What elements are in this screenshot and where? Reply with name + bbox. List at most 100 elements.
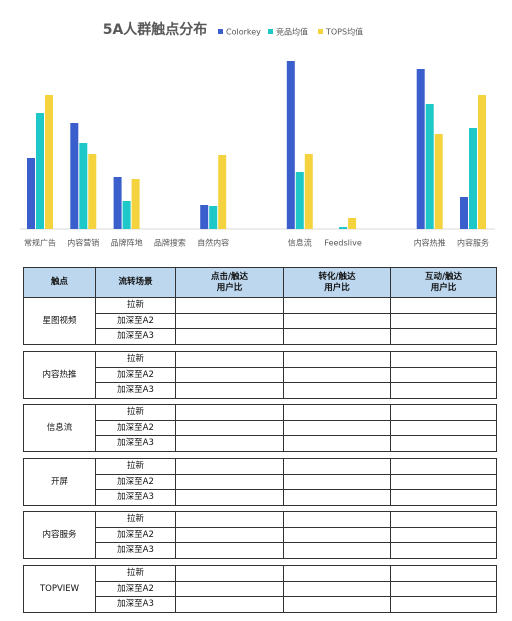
bar (45, 95, 53, 229)
data-cell (283, 328, 391, 346)
bar (304, 154, 313, 229)
group-cell: 内容热推 (23, 351, 96, 400)
scene-cell: 加深至A3 (95, 382, 176, 400)
data-cell (283, 458, 391, 475)
data-cell (390, 435, 497, 453)
bar (200, 205, 209, 229)
scene-cell: 加深至A2 (95, 366, 176, 384)
bar (79, 143, 88, 229)
data-cell (175, 542, 284, 560)
data-cell (390, 382, 497, 400)
bar (113, 177, 122, 229)
data-cell (175, 458, 284, 475)
scene-cell: 加深至A3 (95, 489, 176, 507)
data-cell (283, 565, 391, 582)
data-cell (283, 473, 391, 491)
data-cell (283, 435, 391, 453)
data-cell (390, 565, 497, 582)
data-cell (390, 596, 497, 614)
header-cell: 流转场景 (95, 267, 176, 298)
bar (286, 61, 295, 229)
group-cell: 开屏 (23, 458, 96, 507)
header-cell: 互动/触达 用户比 (390, 267, 497, 298)
bar (469, 128, 477, 229)
x-tick-label: 内容服务 (457, 238, 489, 248)
data-cell (283, 419, 391, 437)
data-cell (390, 526, 497, 544)
scene-cell: 加深至A2 (95, 419, 176, 437)
header-cell: 点击/触达 用户比 (175, 267, 284, 298)
legend-swatch (318, 29, 323, 34)
data-cell (175, 435, 284, 453)
legend-swatch (218, 29, 223, 34)
bar (425, 104, 434, 229)
data-cell (175, 419, 284, 437)
bar (434, 134, 443, 229)
bar (339, 227, 348, 229)
bar (36, 113, 44, 229)
data-cell (175, 580, 284, 598)
data-cell (390, 351, 497, 368)
scene-cell: 拉新 (95, 297, 176, 314)
data-cell (390, 419, 497, 437)
legend-swatch (268, 29, 273, 34)
data-cell (175, 297, 284, 314)
bar (478, 95, 486, 229)
data-cell (175, 511, 284, 528)
data-cell (175, 312, 284, 330)
legend-label: Colorkey (226, 28, 261, 37)
data-cell (390, 297, 497, 314)
bar (348, 218, 357, 229)
bar (122, 201, 131, 229)
bar (88, 154, 97, 229)
bar (131, 179, 140, 229)
data-cell (390, 580, 497, 598)
data-cell (390, 312, 497, 330)
x-tick-label: 品牌阵地 (111, 238, 143, 248)
header-cell: 触点 (23, 267, 96, 298)
data-cell (283, 489, 391, 507)
x-tick-label: 内容热推 (414, 238, 446, 248)
scene-cell: 加深至A2 (95, 312, 176, 330)
scene-cell: 拉新 (95, 458, 176, 475)
x-tick-label: Feedslive (324, 239, 361, 248)
data-cell (175, 473, 284, 491)
scene-cell: 加深至A2 (95, 526, 176, 544)
scene-cell: 加深至A2 (95, 473, 176, 491)
legend-label: TOPS均值 (325, 27, 363, 37)
data-cell (390, 489, 497, 507)
data-cell (175, 366, 284, 384)
bar (460, 197, 468, 229)
data-cell (390, 366, 497, 384)
x-tick-label: 常规广告 (24, 238, 56, 248)
data-cell (390, 458, 497, 475)
data-cell (175, 351, 284, 368)
data-cell (175, 328, 284, 346)
scene-cell: 加深至A2 (95, 580, 176, 598)
data-cell (390, 404, 497, 421)
bar (218, 155, 227, 229)
data-cell (283, 542, 391, 560)
x-tick-label: 品牌搜索 (154, 238, 186, 248)
scene-cell: 拉新 (95, 404, 176, 421)
data-cell (175, 526, 284, 544)
data-cell (283, 580, 391, 598)
scene-cell: 加深至A3 (95, 328, 176, 346)
scene-cell: 拉新 (95, 511, 176, 528)
scene-cell: 拉新 (95, 565, 176, 582)
data-cell (390, 511, 497, 528)
data-cell (283, 511, 391, 528)
legend-label: 竞品均值 (276, 27, 308, 37)
scene-cell: 加深至A3 (95, 435, 176, 453)
data-cell (283, 404, 391, 421)
bar (416, 69, 425, 229)
data-cell (283, 297, 391, 314)
bar (27, 158, 35, 229)
group-cell: 信息流 (23, 404, 96, 453)
data-cell (283, 351, 391, 368)
data-cell (175, 489, 284, 507)
scene-cell: 加深至A3 (95, 542, 176, 560)
data-cell (390, 328, 497, 346)
